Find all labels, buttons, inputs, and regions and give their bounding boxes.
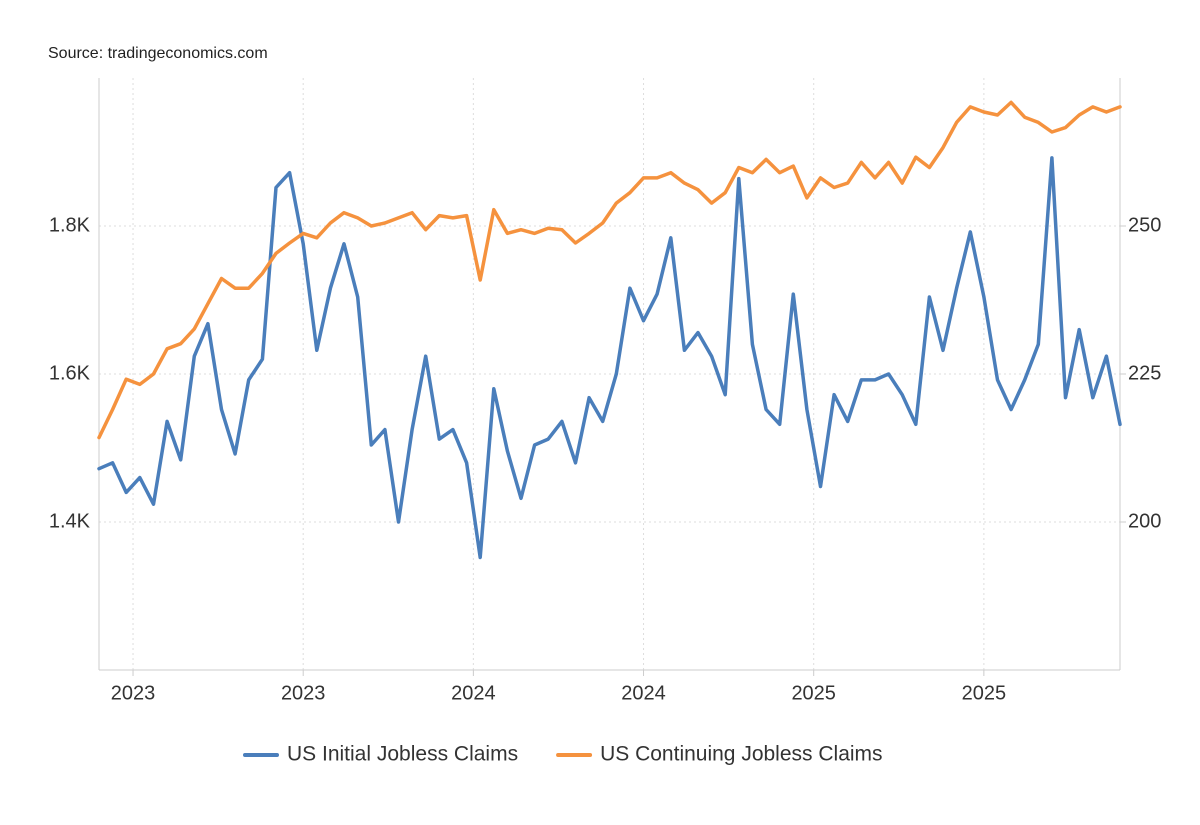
- x-tick-label: 2023: [281, 682, 326, 704]
- y2-tick-label: 200: [1128, 510, 1161, 532]
- legend-label: US Continuing Jobless Claims: [600, 743, 882, 766]
- y2-tick-label: 250: [1128, 214, 1161, 236]
- x-tick-label: 2024: [621, 682, 666, 704]
- x-tick-label: 2025: [791, 682, 836, 704]
- x-tick-label: 2023: [111, 682, 156, 704]
- y2-tick-label: 225: [1128, 362, 1161, 384]
- y-tick-label: 1.4K: [49, 510, 91, 532]
- source: Source: tradingeconomics.com: [48, 45, 268, 62]
- x-tick-label: 2024: [451, 682, 496, 704]
- y-tick-label: 1.8K: [49, 214, 91, 236]
- x-tick-label: 2025: [962, 682, 1007, 704]
- legend-label: US Initial Jobless Claims: [287, 743, 518, 766]
- y-tick-label: 1.6K: [49, 362, 91, 384]
- series-line: [97, 100, 1122, 440]
- series-line: [97, 156, 1122, 560]
